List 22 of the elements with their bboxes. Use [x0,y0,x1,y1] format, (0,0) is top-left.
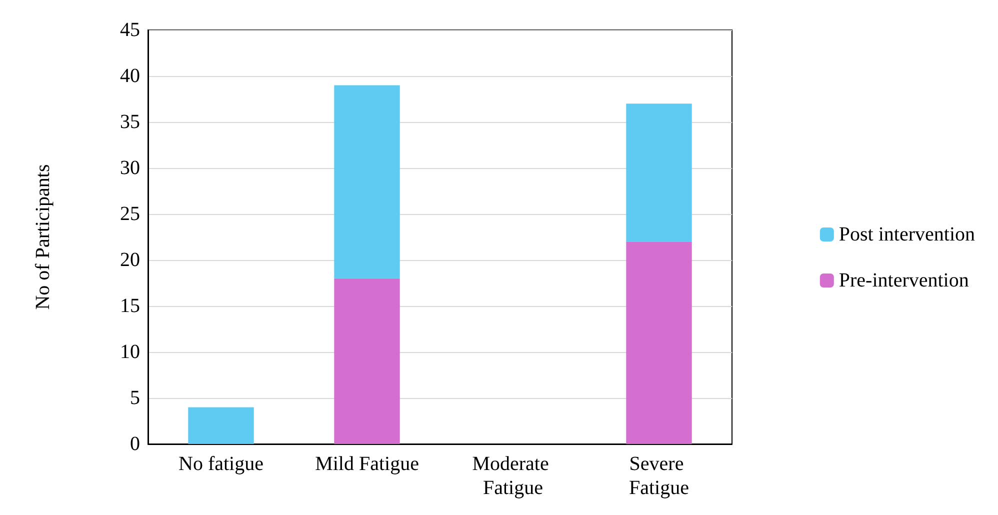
bar [188,407,254,444]
y-tick-label: 20 [120,249,140,271]
bar [334,85,400,278]
bar [334,278,400,444]
y-tick-label: 35 [120,111,140,133]
bar [626,104,692,242]
x-tick-label: Moderate Fatigue [472,453,554,499]
x-tick-label: Mild Fatigue [315,453,420,475]
y-tick-label: 10 [120,341,140,363]
y-tick-label: 40 [120,65,140,87]
y-axis-title: No of Participants [32,164,54,310]
y-tick-label: 0 [130,433,140,455]
legend-label: Post intervention [838,224,976,246]
bar [626,242,692,444]
y-tick-label: 30 [120,157,140,179]
y-tick-label: 5 [130,387,140,409]
y-tick-label: 25 [120,203,140,225]
y-tick-label: 45 [120,19,140,41]
x-tick-label: No fatigue [178,453,264,475]
x-tick-label: Severe Fatigue [629,453,690,499]
y-tick-label: 15 [120,295,140,317]
legend-label: Pre-intervention [838,270,969,292]
